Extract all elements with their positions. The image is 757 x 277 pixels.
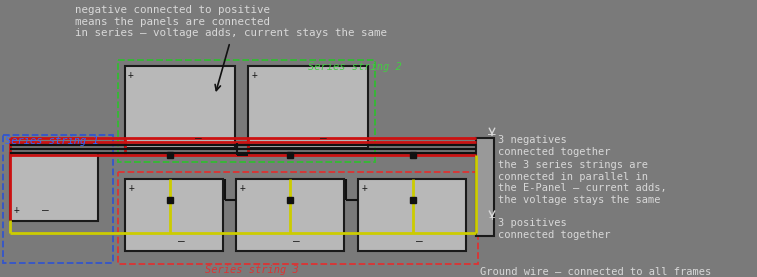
Bar: [3, 135, 113, 263]
Text: –: –: [416, 236, 422, 246]
Bar: [10, 153, 98, 221]
Bar: [358, 179, 466, 251]
Bar: [287, 197, 293, 203]
Bar: [248, 66, 368, 148]
Text: –: –: [320, 133, 327, 143]
Bar: [167, 152, 173, 158]
Text: Series string 1: Series string 1: [5, 136, 98, 146]
Text: 3 negatives
connected together: 3 negatives connected together: [498, 135, 610, 157]
Text: +: +: [240, 183, 246, 193]
Bar: [125, 66, 235, 148]
Text: the 3 series strings are
connected in parallel in
the E-Panel – current adds,
th: the 3 series strings are connected in pa…: [498, 160, 667, 205]
Bar: [410, 152, 416, 158]
Text: Series string 3: Series string 3: [205, 265, 299, 275]
Bar: [410, 197, 416, 203]
Bar: [236, 179, 344, 251]
Text: Ground wire – connected to all frames: Ground wire – connected to all frames: [480, 267, 712, 277]
Text: +: +: [129, 183, 135, 193]
Text: +: +: [252, 70, 258, 80]
Text: –: –: [488, 128, 496, 141]
Text: –: –: [42, 205, 48, 215]
Text: +: +: [128, 70, 134, 80]
Text: +: +: [14, 205, 20, 215]
Text: +: +: [362, 183, 368, 193]
Bar: [476, 138, 494, 236]
Text: –: –: [293, 236, 300, 246]
Text: +: +: [488, 212, 495, 222]
Text: negative connected to positive
means the panels are connected
in series – voltag: negative connected to positive means the…: [75, 5, 387, 38]
Bar: [125, 179, 223, 251]
Bar: [287, 152, 293, 158]
Bar: [118, 172, 478, 264]
Text: –: –: [195, 133, 202, 143]
Text: 3 positives
connected together: 3 positives connected together: [498, 218, 610, 240]
Text: Series string 2: Series string 2: [308, 62, 402, 72]
Text: –: –: [178, 236, 185, 246]
Bar: [118, 60, 375, 162]
Bar: [167, 197, 173, 203]
